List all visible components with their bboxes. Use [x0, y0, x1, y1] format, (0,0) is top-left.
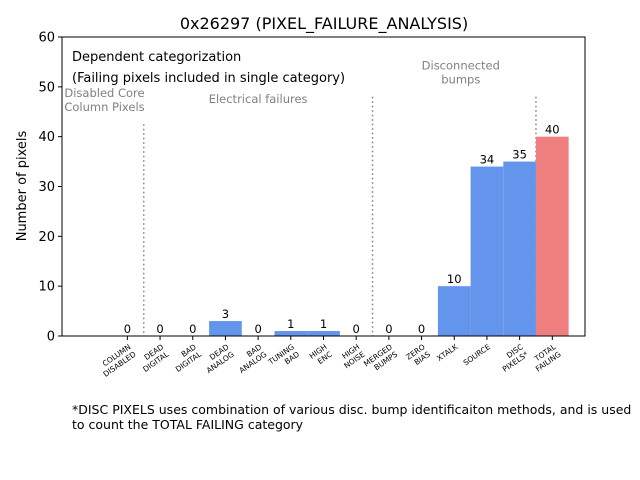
y-axis-ticks: 0 10 20 30 40 50 60 [38, 31, 62, 345]
legend-line-1: Dependent categorization [72, 50, 241, 65]
bar [503, 161, 536, 336]
x-axis-ticks: COLUMNDISABLED DEADDIGITAL BADDIGITAL DEADA… [96, 336, 564, 379]
group-label: Electrical failures [209, 92, 308, 106]
bar-value-label: 10 [447, 272, 462, 286]
y-tick-label: 20 [38, 230, 55, 245]
bar [307, 331, 340, 336]
bar-value-label: 0 [418, 322, 425, 336]
plot-frame [61, 36, 586, 337]
x-tick-label: ZEROBIAS [404, 342, 432, 369]
legend-line-2: (Failing pixels included in single categ… [72, 71, 345, 86]
svg-text:MERGEDBUMPS: MERGEDBUMPS [362, 342, 399, 376]
y-tick-label: 60 [38, 31, 55, 46]
bar [535, 136, 569, 336]
y-tick-label: 10 [38, 280, 55, 295]
bar-value-label: 3 [222, 307, 229, 321]
x-tick-label: XTALK [435, 342, 460, 363]
chart-title: 0x26297 (PIXEL_FAILURE_ANALYSIS) [180, 14, 468, 34]
x-tick-label: DEADANALOG [200, 342, 236, 375]
legend-text-box: Dependent categorization (Failing pixels… [72, 50, 345, 86]
bar-value-label: 0 [124, 322, 131, 336]
svg-text:BADDIGITAL: BADDIGITAL [169, 342, 204, 374]
bar-value-label: 0 [156, 322, 163, 336]
bar-value-label: 0 [385, 322, 392, 336]
y-tick-label: 0 [47, 330, 55, 345]
x-tick-label: BADANALOG [232, 342, 268, 375]
x-tick-label: DISCPIXELS* [496, 342, 531, 374]
y-axis-label: Number of pixels [15, 130, 30, 241]
bar [274, 331, 308, 336]
bar-value-label: 34 [480, 153, 495, 167]
group-label: Disconnected bumps [422, 58, 500, 86]
svg-text:DEADANALOG: DEADANALOG [200, 342, 236, 375]
y-tick-label: 40 [38, 130, 55, 145]
x-tick-label: HIGHNOISE [337, 342, 367, 370]
svg-text:HIGHNOISE: HIGHNOISE [337, 342, 367, 370]
svg-text:TUNINGBAD: TUNINGBAD [266, 342, 301, 374]
x-tick-label: MERGEDBUMPS [362, 342, 399, 376]
svg-text:SOURCE: SOURCE [462, 342, 493, 367]
bar-value-label: 35 [512, 148, 527, 162]
x-tick-label: BADDIGITAL [169, 342, 204, 374]
x-tick-label: SOURCE [462, 342, 493, 367]
svg-text:DISCPIXELS*: DISCPIXELS* [496, 342, 531, 374]
bar-value-label: 40 [545, 123, 560, 137]
svg-text:DEADDIGITAL: DEADDIGITAL [136, 342, 171, 374]
bar-value-label: 0 [189, 322, 196, 336]
y-tick-label: 50 [38, 80, 55, 95]
bar-value-label: 0 [353, 322, 360, 336]
y-tick-label: 30 [38, 180, 55, 195]
x-tick-label: TUNINGBAD [266, 342, 301, 374]
x-tick-label: COLUMNDISABLED [96, 342, 138, 379]
bar [209, 321, 242, 336]
x-tick-label: DEADDIGITAL [136, 342, 171, 374]
svg-text:TOTALFAILING: TOTALFAILING [529, 342, 564, 374]
bar-chart: 0x26297 (PIXEL_FAILURE_ANALYSIS) Number … [15, 14, 586, 379]
svg-text:HIGHENC: HIGHENC [308, 342, 334, 368]
svg-text:BADANALOG: BADANALOG [232, 342, 268, 375]
bar-value-label: 1 [320, 317, 327, 331]
footnote: *DISC PIXELS uses combination of various… [72, 402, 632, 432]
svg-text:ZEROBIAS: ZEROBIAS [404, 342, 432, 369]
bars [209, 136, 569, 336]
group-labels: Disabled Core Column Pixels Electrical fai… [64, 58, 500, 113]
bar-value-label: 1 [287, 317, 294, 331]
x-tick-label: HIGHENC [308, 342, 334, 368]
bar [437, 286, 471, 336]
group-label: Disabled Core Column Pixels [64, 86, 144, 114]
x-tick-label: TOTALFAILING [529, 342, 564, 374]
bar-value-label: 0 [254, 322, 261, 336]
svg-text:XTALK: XTALK [435, 342, 460, 363]
svg-text:COLUMNDISABLED: COLUMNDISABLED [96, 342, 138, 379]
bar [470, 166, 504, 336]
